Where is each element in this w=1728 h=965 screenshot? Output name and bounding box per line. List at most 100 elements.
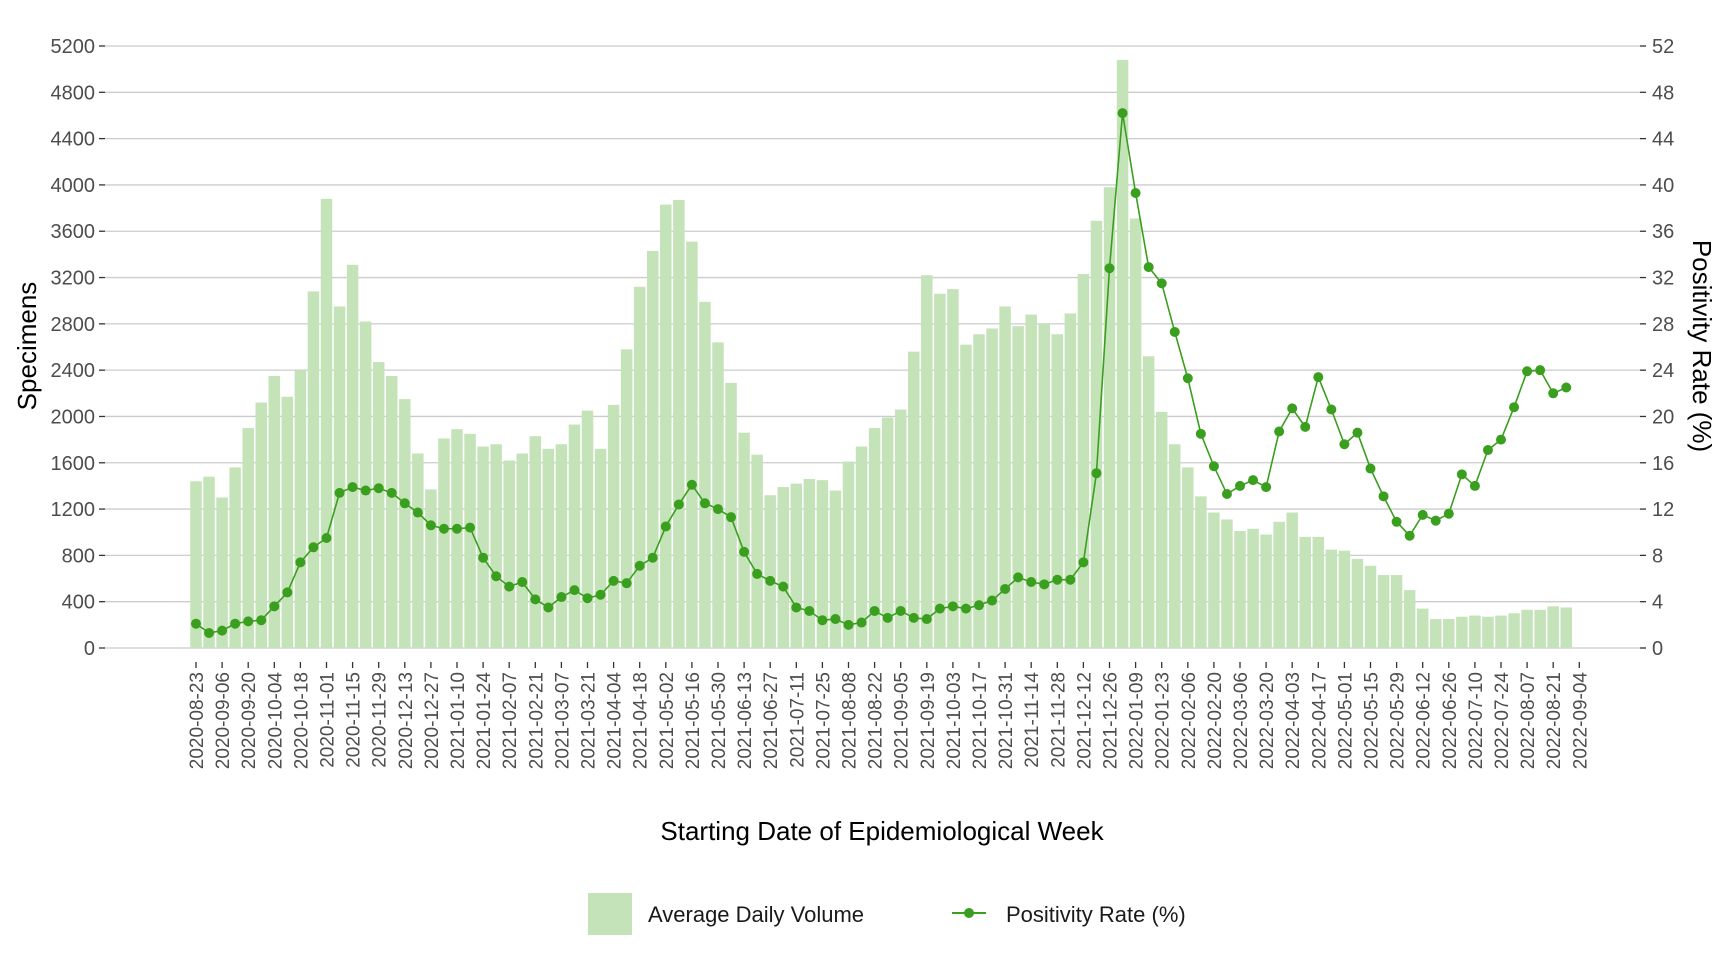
legend: Average Daily Volume Positivity Rate (%)	[588, 893, 1186, 935]
volume-bar	[399, 399, 411, 648]
positivity-point	[412, 507, 423, 518]
volume-bar	[333, 306, 346, 648]
volume-bar	[255, 402, 267, 648]
volume-bar	[712, 342, 724, 648]
x-tick-label: 2020-12-13	[396, 672, 417, 769]
positivity-point	[673, 499, 684, 510]
positivity-line	[191, 108, 1572, 638]
volume-bar	[229, 467, 241, 648]
volume-bar	[1469, 615, 1481, 648]
positivity-point	[1339, 439, 1350, 450]
positivity-point	[1522, 366, 1533, 377]
positivity-point	[830, 614, 841, 625]
volume-bar	[1051, 334, 1064, 648]
left-y-axis: 0 400 800 1200 1600 2000 2400 2800 3200 3600 4000 4…	[51, 36, 105, 660]
volume-bar	[699, 301, 711, 648]
positivity-point	[452, 523, 462, 534]
volume-bar	[1221, 519, 1233, 648]
y-tick-label: 5200	[51, 36, 96, 58]
volume-bar	[464, 433, 476, 648]
positivity-point	[686, 479, 697, 490]
positivity-point	[1535, 365, 1546, 376]
volume-bar	[686, 241, 698, 648]
volume-bar	[1129, 218, 1142, 648]
legend-label-positivity: Positivity Rate (%)	[1006, 902, 1186, 927]
x-tick-label: 2020-11-15	[344, 672, 365, 768]
positivity-point	[960, 603, 971, 614]
volume-bar	[790, 483, 803, 648]
volume-bar	[425, 489, 437, 648]
volume-bar	[190, 481, 202, 648]
positivity-point	[334, 487, 345, 498]
x-tick-label: 2022-05-15	[1362, 672, 1383, 769]
x-tick-label: 2021-07-25	[813, 672, 834, 769]
positivity-point	[1248, 475, 1259, 486]
y2-tick-label: 16	[1652, 453, 1674, 475]
volume-bar	[803, 478, 816, 648]
volume-bar	[842, 461, 855, 648]
y2-tick-label: 52	[1652, 36, 1674, 58]
positivity-point	[191, 618, 201, 629]
positivity-point	[752, 568, 763, 579]
x-tick-label: 2020-10-04	[265, 672, 286, 770]
x-tick-label: 2022-04-03	[1283, 672, 1304, 769]
volume-bar	[281, 396, 294, 648]
volume-bar	[1286, 512, 1298, 648]
x-tick-label: 2022-08-07	[1518, 672, 1539, 769]
x-tick-label: 2022-01-23	[1153, 672, 1174, 769]
y2-tick-label: 32	[1652, 268, 1674, 290]
volume-bar	[1482, 616, 1494, 648]
x-tick-label: 2021-10-31	[996, 672, 1017, 769]
volume-bar	[542, 448, 555, 648]
volume-bar	[1234, 531, 1246, 648]
volume-bar	[477, 446, 489, 648]
x-tick-label: 2021-05-30	[709, 672, 730, 769]
volume-bar	[203, 476, 215, 648]
positivity-point	[1169, 326, 1180, 337]
volume-bar	[777, 487, 789, 648]
x-tick-label: 2021-04-18	[631, 672, 652, 769]
positivity-point	[438, 523, 449, 534]
volume-bar	[1547, 606, 1559, 648]
x-tick-label: 2021-03-07	[552, 672, 573, 769]
positivity-point	[634, 560, 645, 571]
x-tick-label: 2022-01-09	[1127, 672, 1148, 769]
positivity-point	[895, 605, 906, 616]
volume-bar	[1495, 615, 1507, 648]
positivity-point	[647, 552, 658, 563]
positivity-point	[974, 600, 984, 611]
volume-bar	[372, 362, 385, 648]
volume-bar	[973, 334, 985, 648]
x-tick-label: 2021-03-21	[579, 672, 600, 769]
positivity-line-path	[195, 113, 1567, 634]
volume-bar	[216, 497, 228, 648]
x-tick-label: 2021-01-24	[474, 672, 495, 770]
volume-bar	[947, 289, 959, 648]
volume-bar	[673, 199, 685, 648]
x-tick-label: 2021-06-13	[735, 672, 756, 769]
positivity-point	[1091, 468, 1102, 479]
x-tick-label: 2021-10-17	[970, 672, 991, 769]
volume-bar	[1155, 411, 1168, 648]
y2-tick-label: 48	[1652, 82, 1674, 104]
legend-label-volume: Average Daily Volume	[648, 902, 864, 927]
volume-bar	[829, 490, 842, 648]
x-tick-label: 2020-09-06	[213, 672, 234, 769]
volume-bar	[1430, 619, 1442, 648]
volume-bar	[1116, 59, 1129, 648]
x-tick-label: 2020-11-01	[318, 672, 339, 768]
volume-bar	[1247, 528, 1259, 648]
x-tick-label: 2022-03-06	[1231, 672, 1252, 769]
positivity-point	[869, 605, 880, 616]
volume-bar	[568, 424, 581, 648]
positivity-point	[1104, 263, 1115, 274]
positivity-point	[1208, 461, 1219, 472]
volume-bar	[268, 375, 281, 648]
positivity-point	[556, 592, 567, 603]
y-axis-title: Specimens	[12, 282, 42, 411]
volume-bar	[1208, 512, 1220, 648]
positivity-point	[360, 485, 371, 496]
positivity-point	[1156, 278, 1167, 289]
